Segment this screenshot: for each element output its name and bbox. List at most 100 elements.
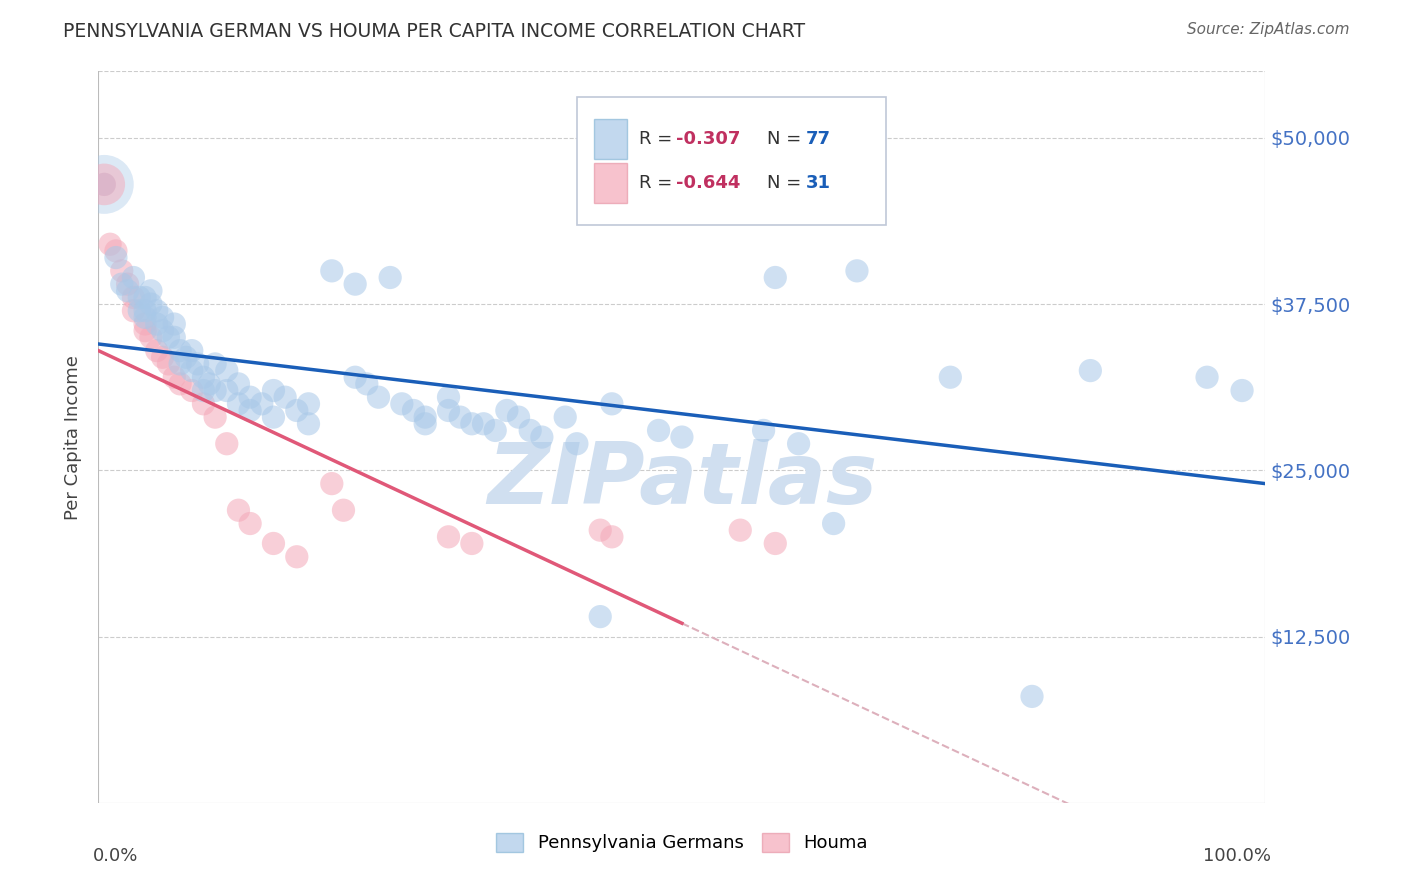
Point bbox=[215, 363, 238, 377]
Text: N =: N = bbox=[768, 130, 807, 148]
Point bbox=[321, 264, 343, 278]
Point bbox=[187, 357, 209, 371]
Point bbox=[461, 536, 484, 550]
Point bbox=[111, 264, 134, 278]
Point bbox=[204, 384, 226, 398]
Point bbox=[1195, 370, 1218, 384]
Point bbox=[215, 436, 238, 450]
Point bbox=[823, 516, 845, 531]
Point bbox=[565, 436, 588, 450]
Point bbox=[93, 178, 115, 192]
Point bbox=[146, 343, 169, 358]
Point bbox=[380, 270, 402, 285]
Point bbox=[157, 357, 180, 371]
Point bbox=[180, 363, 202, 377]
Point bbox=[163, 317, 186, 331]
Text: 0.0%: 0.0% bbox=[93, 847, 138, 864]
Point bbox=[134, 303, 156, 318]
Point bbox=[285, 403, 308, 417]
Point bbox=[437, 390, 460, 404]
Point bbox=[274, 390, 297, 404]
Point bbox=[228, 503, 250, 517]
Point bbox=[152, 324, 174, 338]
Point bbox=[204, 357, 226, 371]
Point bbox=[157, 330, 180, 344]
Point bbox=[134, 317, 156, 331]
Point bbox=[128, 303, 150, 318]
Point bbox=[1230, 384, 1253, 398]
Point bbox=[228, 397, 250, 411]
Point bbox=[297, 397, 319, 411]
FancyBboxPatch shape bbox=[595, 119, 627, 159]
Point bbox=[239, 403, 262, 417]
Point bbox=[356, 376, 378, 391]
Point bbox=[530, 430, 553, 444]
Point bbox=[139, 330, 162, 344]
Point bbox=[169, 376, 191, 391]
Point bbox=[117, 277, 139, 292]
Point bbox=[146, 317, 169, 331]
Point bbox=[402, 403, 425, 417]
Point bbox=[1080, 363, 1102, 377]
Point bbox=[193, 370, 215, 384]
Point bbox=[122, 290, 145, 304]
Point bbox=[472, 417, 495, 431]
Point bbox=[215, 384, 238, 398]
Point bbox=[128, 290, 150, 304]
Text: R =: R = bbox=[638, 174, 678, 192]
Point bbox=[204, 410, 226, 425]
Point bbox=[321, 476, 343, 491]
Point bbox=[437, 530, 460, 544]
Point bbox=[93, 178, 115, 192]
Point bbox=[104, 244, 127, 258]
Point bbox=[180, 343, 202, 358]
Point bbox=[98, 237, 121, 252]
Text: ZIPatlas: ZIPatlas bbox=[486, 440, 877, 523]
Point bbox=[139, 297, 162, 311]
Y-axis label: Per Capita Income: Per Capita Income bbox=[65, 355, 83, 519]
FancyBboxPatch shape bbox=[595, 162, 627, 203]
Point bbox=[250, 397, 273, 411]
Text: 77: 77 bbox=[806, 130, 831, 148]
Point bbox=[344, 370, 367, 384]
Point bbox=[496, 403, 519, 417]
Text: -0.644: -0.644 bbox=[676, 174, 741, 192]
Point bbox=[752, 424, 775, 438]
Point bbox=[139, 284, 162, 298]
Text: 31: 31 bbox=[806, 174, 831, 192]
Point bbox=[730, 197, 752, 211]
Point bbox=[589, 609, 612, 624]
Point bbox=[554, 410, 576, 425]
Point bbox=[152, 310, 174, 325]
Point bbox=[508, 410, 530, 425]
Point bbox=[763, 270, 786, 285]
Point bbox=[193, 397, 215, 411]
Point bbox=[589, 523, 612, 537]
Text: R =: R = bbox=[638, 130, 678, 148]
Point bbox=[239, 390, 262, 404]
Point bbox=[671, 430, 693, 444]
Point bbox=[413, 417, 436, 431]
Point bbox=[367, 390, 389, 404]
Point bbox=[391, 397, 413, 411]
Point bbox=[846, 264, 869, 278]
Point bbox=[122, 303, 145, 318]
Point bbox=[228, 376, 250, 391]
Point bbox=[239, 516, 262, 531]
Point bbox=[93, 178, 115, 192]
Point bbox=[134, 324, 156, 338]
FancyBboxPatch shape bbox=[576, 97, 886, 225]
Point bbox=[344, 277, 367, 292]
Text: -0.307: -0.307 bbox=[676, 130, 741, 148]
Point bbox=[134, 310, 156, 325]
Point bbox=[174, 351, 197, 365]
Point bbox=[163, 330, 186, 344]
Point bbox=[198, 376, 221, 391]
Point bbox=[297, 417, 319, 431]
Text: 100.0%: 100.0% bbox=[1204, 847, 1271, 864]
Point bbox=[152, 351, 174, 365]
Point bbox=[763, 536, 786, 550]
Point bbox=[262, 410, 284, 425]
Point bbox=[449, 410, 471, 425]
Point bbox=[169, 357, 191, 371]
